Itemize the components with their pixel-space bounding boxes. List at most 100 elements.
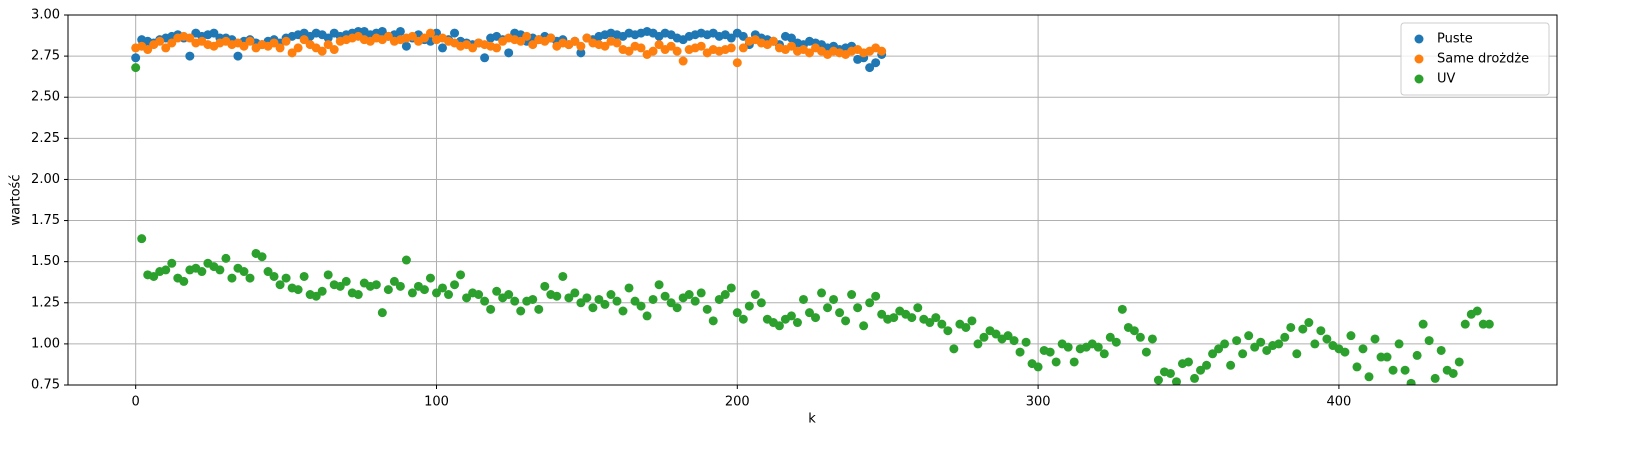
point [726,43,736,53]
point [564,293,574,303]
point [967,316,977,326]
point [804,308,814,318]
point [756,298,766,308]
point [877,309,887,319]
point [407,31,417,41]
point [510,296,520,306]
point [594,294,604,304]
point [450,28,460,38]
point [504,48,514,58]
point [1364,372,1374,382]
point [221,253,231,263]
point [1424,336,1434,346]
point [161,265,171,275]
point [1256,337,1266,347]
point [143,45,153,55]
point [1021,337,1031,347]
point [865,63,875,73]
point [859,321,869,331]
points [131,26,1494,385]
point [792,318,802,328]
point [660,291,670,301]
point [1033,362,1043,372]
point [600,41,610,51]
point [528,40,538,50]
point [1472,306,1482,316]
point [389,276,399,286]
point [1448,368,1458,378]
point [197,267,207,277]
legend-marker [1414,74,1424,84]
point [786,41,796,51]
y-axis-label: wartość [9,175,24,226]
point [1316,326,1326,336]
point [732,308,742,318]
point [949,344,959,354]
y-tick-label: 2.50 [31,90,60,105]
point [317,46,327,56]
point [552,291,562,301]
point [395,281,405,291]
point [847,290,857,300]
point [546,33,556,43]
point [907,313,917,323]
point [720,290,730,300]
point [666,298,676,308]
point [516,306,526,316]
point [1045,347,1055,357]
point [937,319,947,329]
point [149,271,159,281]
point [576,48,586,58]
point [702,304,712,314]
point [401,255,411,265]
point [311,291,321,301]
point [1220,339,1230,349]
point [1135,332,1145,342]
point [744,301,754,311]
point [161,43,171,53]
point [1346,331,1356,341]
point [1147,334,1157,344]
point [1184,357,1194,367]
point [871,58,881,68]
point [293,285,303,295]
point [1196,365,1206,375]
point [456,270,466,280]
point [1141,347,1151,357]
x-tick-label: 200 [725,395,750,410]
point [131,53,141,63]
point [726,283,736,293]
point [522,31,532,41]
point [1340,347,1350,357]
point [811,313,821,323]
x-tick-label: 300 [1026,395,1051,410]
point [588,303,598,313]
point [738,43,748,53]
point [269,271,279,281]
point [185,51,195,61]
point [1436,345,1446,355]
point [431,288,441,298]
point [1165,368,1175,378]
point [179,276,189,286]
point [1286,322,1296,332]
point [528,294,538,304]
point [690,296,700,306]
point [257,252,267,262]
point [480,53,490,63]
point [1304,318,1314,328]
point [486,304,496,314]
y-tick-label: 0.75 [31,378,60,393]
point [383,31,393,41]
point [841,316,851,326]
x-tick-label: 100 [424,395,449,410]
legend-label: Puste [1437,32,1473,47]
point [1292,349,1302,359]
point [269,38,279,48]
point [395,26,405,36]
point [492,286,502,296]
point [1394,339,1404,349]
y-tick-label: 2.25 [31,131,60,146]
y-tick-label: 1.50 [31,254,60,269]
point [738,314,748,324]
